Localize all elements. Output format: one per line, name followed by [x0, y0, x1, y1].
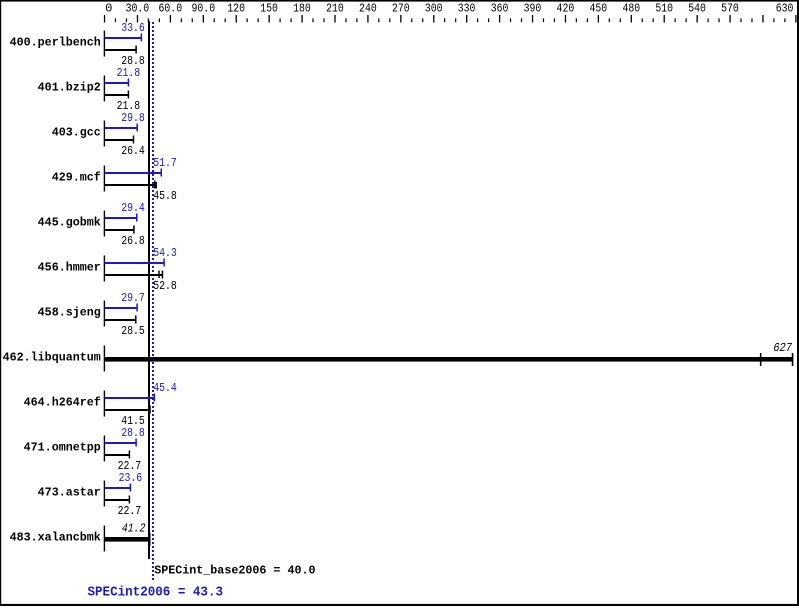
svg-text:29.4: 29.4	[121, 201, 145, 215]
svg-text:390: 390	[524, 1, 542, 15]
svg-text:401.bzip2: 401.bzip2	[38, 81, 101, 95]
svg-text:SPECint2006 = 43.3: SPECint2006 = 43.3	[88, 585, 224, 601]
svg-text:570: 570	[721, 1, 739, 15]
svg-text:54.3: 54.3	[153, 246, 177, 260]
svg-text:464.h264ref: 464.h264ref	[24, 396, 101, 410]
svg-text:180: 180	[293, 1, 311, 15]
svg-text:28.5: 28.5	[121, 324, 145, 338]
svg-text:29.7: 29.7	[121, 291, 145, 305]
svg-text:360: 360	[491, 1, 509, 15]
svg-text:26.8: 26.8	[121, 234, 145, 248]
svg-text:456.hmmer: 456.hmmer	[38, 261, 101, 275]
svg-text:22.7: 22.7	[118, 504, 142, 518]
svg-text:450: 450	[589, 1, 607, 15]
svg-text:240: 240	[359, 1, 377, 15]
svg-text:429.mcf: 429.mcf	[52, 171, 101, 185]
svg-text:480: 480	[622, 1, 640, 15]
svg-text:41.5: 41.5	[121, 414, 145, 428]
svg-text:26.4: 26.4	[121, 144, 145, 158]
svg-text:510: 510	[655, 1, 673, 15]
svg-text:458.sjeng: 458.sjeng	[38, 306, 101, 320]
svg-text:330: 330	[458, 1, 476, 15]
svg-text:420: 420	[557, 1, 575, 15]
svg-text:23.6: 23.6	[119, 471, 143, 485]
svg-text:483.xalancbmk: 483.xalancbmk	[10, 531, 101, 545]
svg-text:270: 270	[392, 1, 410, 15]
svg-text:445.gobmk: 445.gobmk	[38, 216, 101, 230]
svg-text:462.libquantum: 462.libquantum	[3, 351, 101, 365]
svg-text:28.8: 28.8	[121, 54, 145, 68]
svg-text:SPECint_base2006 = 40.0: SPECint_base2006 = 40.0	[154, 563, 315, 577]
svg-text:41.2: 41.2	[120, 521, 146, 535]
svg-text:60.0: 60.0	[159, 1, 183, 15]
svg-text:627: 627	[772, 341, 793, 355]
svg-text:52.8: 52.8	[153, 279, 177, 293]
svg-text:90.0: 90.0	[192, 1, 216, 15]
svg-text:45.4: 45.4	[153, 381, 177, 395]
svg-text:29.8: 29.8	[121, 111, 145, 125]
svg-text:120: 120	[227, 1, 245, 15]
svg-text:33.6: 33.6	[121, 21, 145, 35]
svg-text:22.7: 22.7	[118, 459, 142, 473]
svg-text:473.astar: 473.astar	[38, 486, 101, 500]
svg-text:51.7: 51.7	[153, 156, 177, 170]
svg-text:150: 150	[260, 1, 278, 15]
svg-text:210: 210	[326, 1, 344, 15]
svg-text:300: 300	[425, 1, 443, 15]
svg-text:0: 0	[105, 1, 112, 15]
svg-text:21.8: 21.8	[117, 66, 141, 80]
svg-text:471.omnetpp: 471.omnetpp	[24, 441, 101, 455]
svg-text:30.0: 30.0	[126, 1, 150, 15]
svg-text:403.gcc: 403.gcc	[52, 126, 101, 140]
svg-text:400.perlbench: 400.perlbench	[10, 36, 101, 50]
svg-text:540: 540	[688, 1, 706, 15]
svg-text:45.8: 45.8	[153, 189, 177, 203]
svg-text:21.8: 21.8	[117, 99, 141, 113]
svg-text:28.8: 28.8	[121, 426, 145, 440]
svg-text:630: 630	[776, 1, 794, 15]
